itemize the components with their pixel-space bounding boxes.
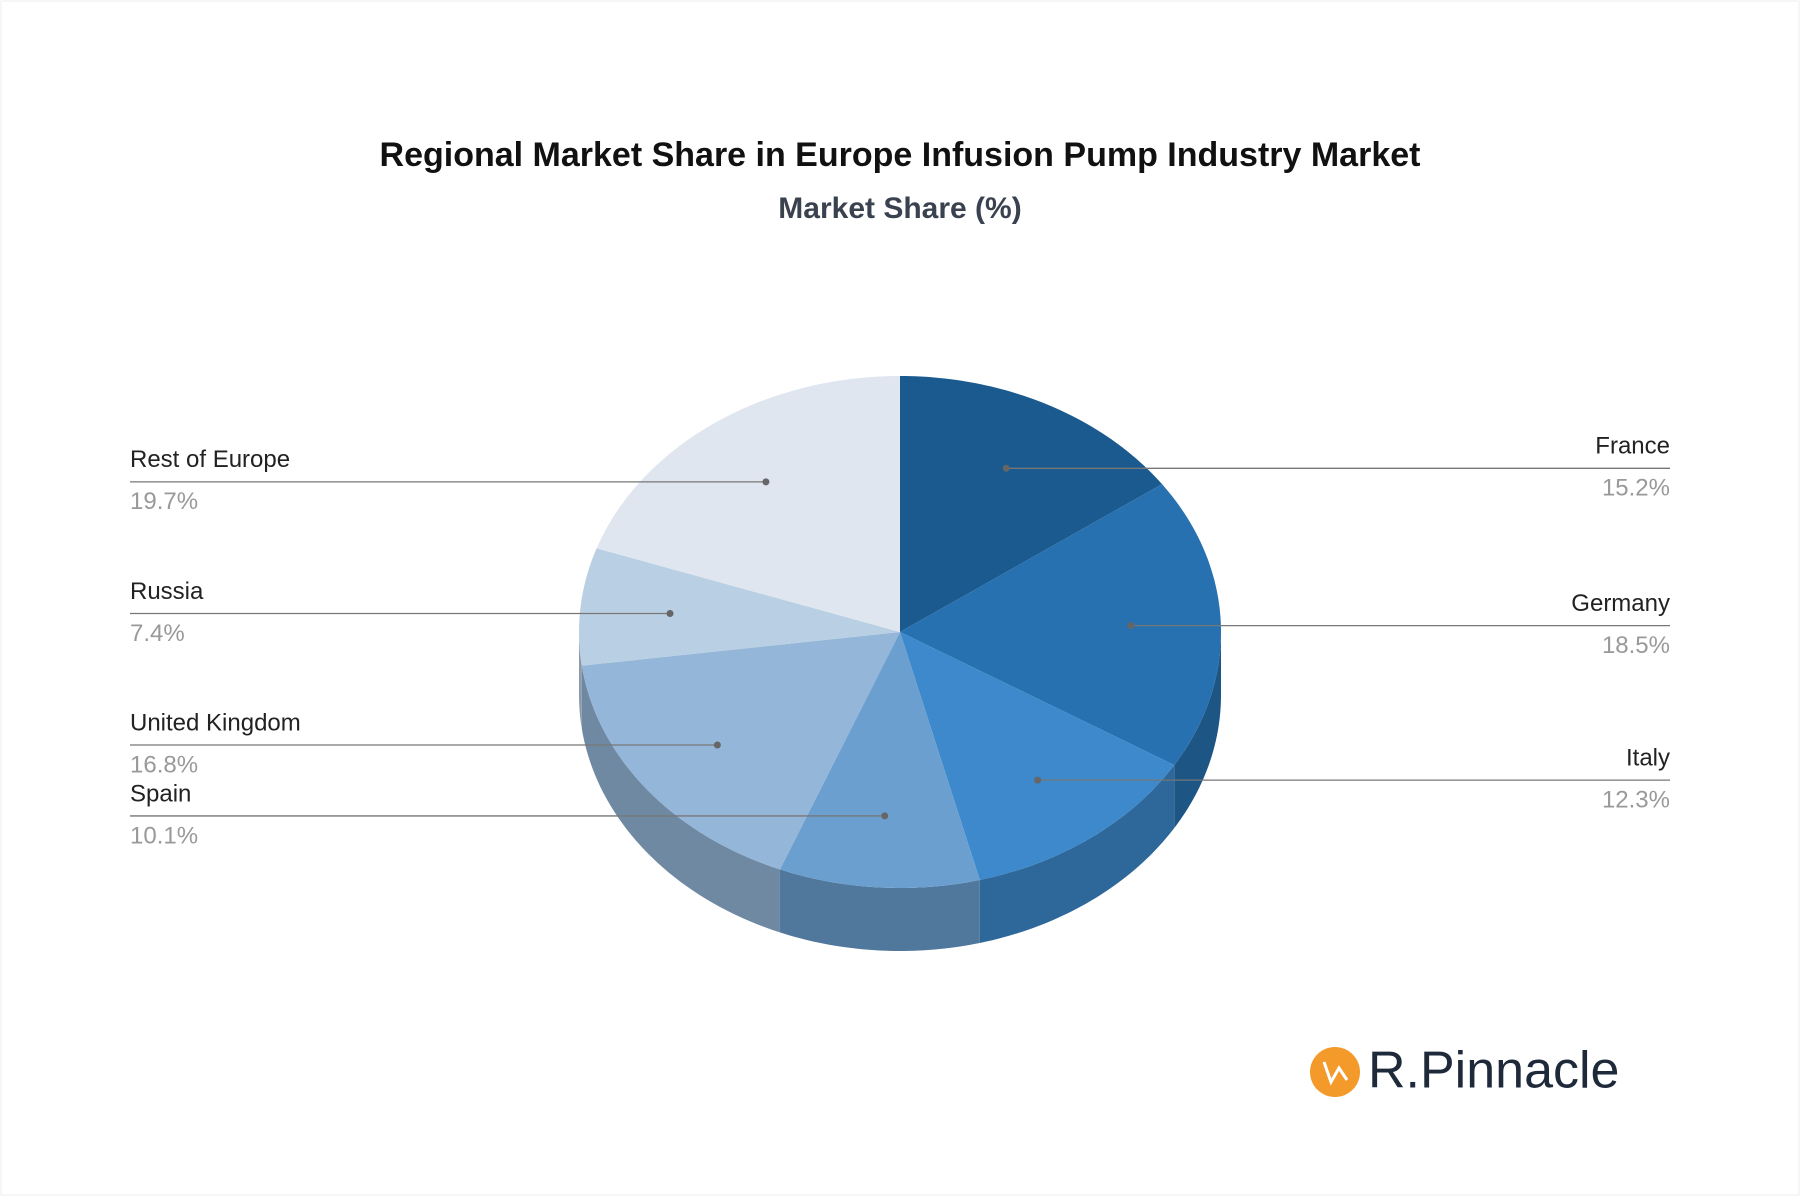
leader-dot: [1002, 464, 1010, 472]
slice: [581, 632, 900, 870]
chart-title: Regional Market Share in Europe Infusion…: [380, 136, 1421, 174]
slice-value-label: 10.1%: [130, 822, 198, 849]
leader-dot: [666, 610, 674, 618]
logo-glyph: [1322, 1061, 1349, 1086]
brand-name: R.Pinnacle: [1368, 1042, 1619, 1100]
slice-value-label: 19.7%: [130, 488, 198, 515]
slice: [900, 376, 1163, 632]
slice-label: Italy: [1626, 744, 1670, 771]
slice-label: Russia: [130, 578, 204, 605]
leader-dot: [881, 812, 889, 820]
slice-label: Germany: [1571, 590, 1670, 617]
slice-value-label: 12.3%: [1602, 786, 1670, 813]
slice-side: [779, 869, 980, 951]
slice-value-label: 18.5%: [1602, 632, 1670, 659]
slice-side: [979, 765, 1175, 943]
slice-value-label: 15.2%: [1602, 475, 1670, 502]
slice-side: [579, 632, 582, 729]
leader-dot: [1034, 776, 1042, 784]
slice: [579, 548, 900, 666]
leader-dot: [1127, 622, 1135, 630]
leader-dot: [713, 741, 721, 749]
slice: [779, 632, 980, 888]
slice-label: France: [1595, 433, 1670, 460]
slice-label: United Kingdom: [130, 709, 301, 736]
slice-label: Rest of Europe: [130, 446, 290, 473]
slice: [900, 484, 1221, 766]
slice-value-label: 7.4%: [130, 620, 185, 647]
slice-side: [581, 665, 780, 933]
slice-label: Spain: [130, 780, 191, 807]
chart-subtitle: Market Share (%): [778, 192, 1021, 225]
slice-value-label: 16.8%: [130, 751, 198, 778]
slice-side: [1174, 632, 1221, 829]
slice: [900, 632, 1175, 880]
slice: [596, 376, 900, 632]
brand-logo: R.Pinnacle: [1310, 1042, 1619, 1100]
leader-dot: [762, 478, 770, 486]
